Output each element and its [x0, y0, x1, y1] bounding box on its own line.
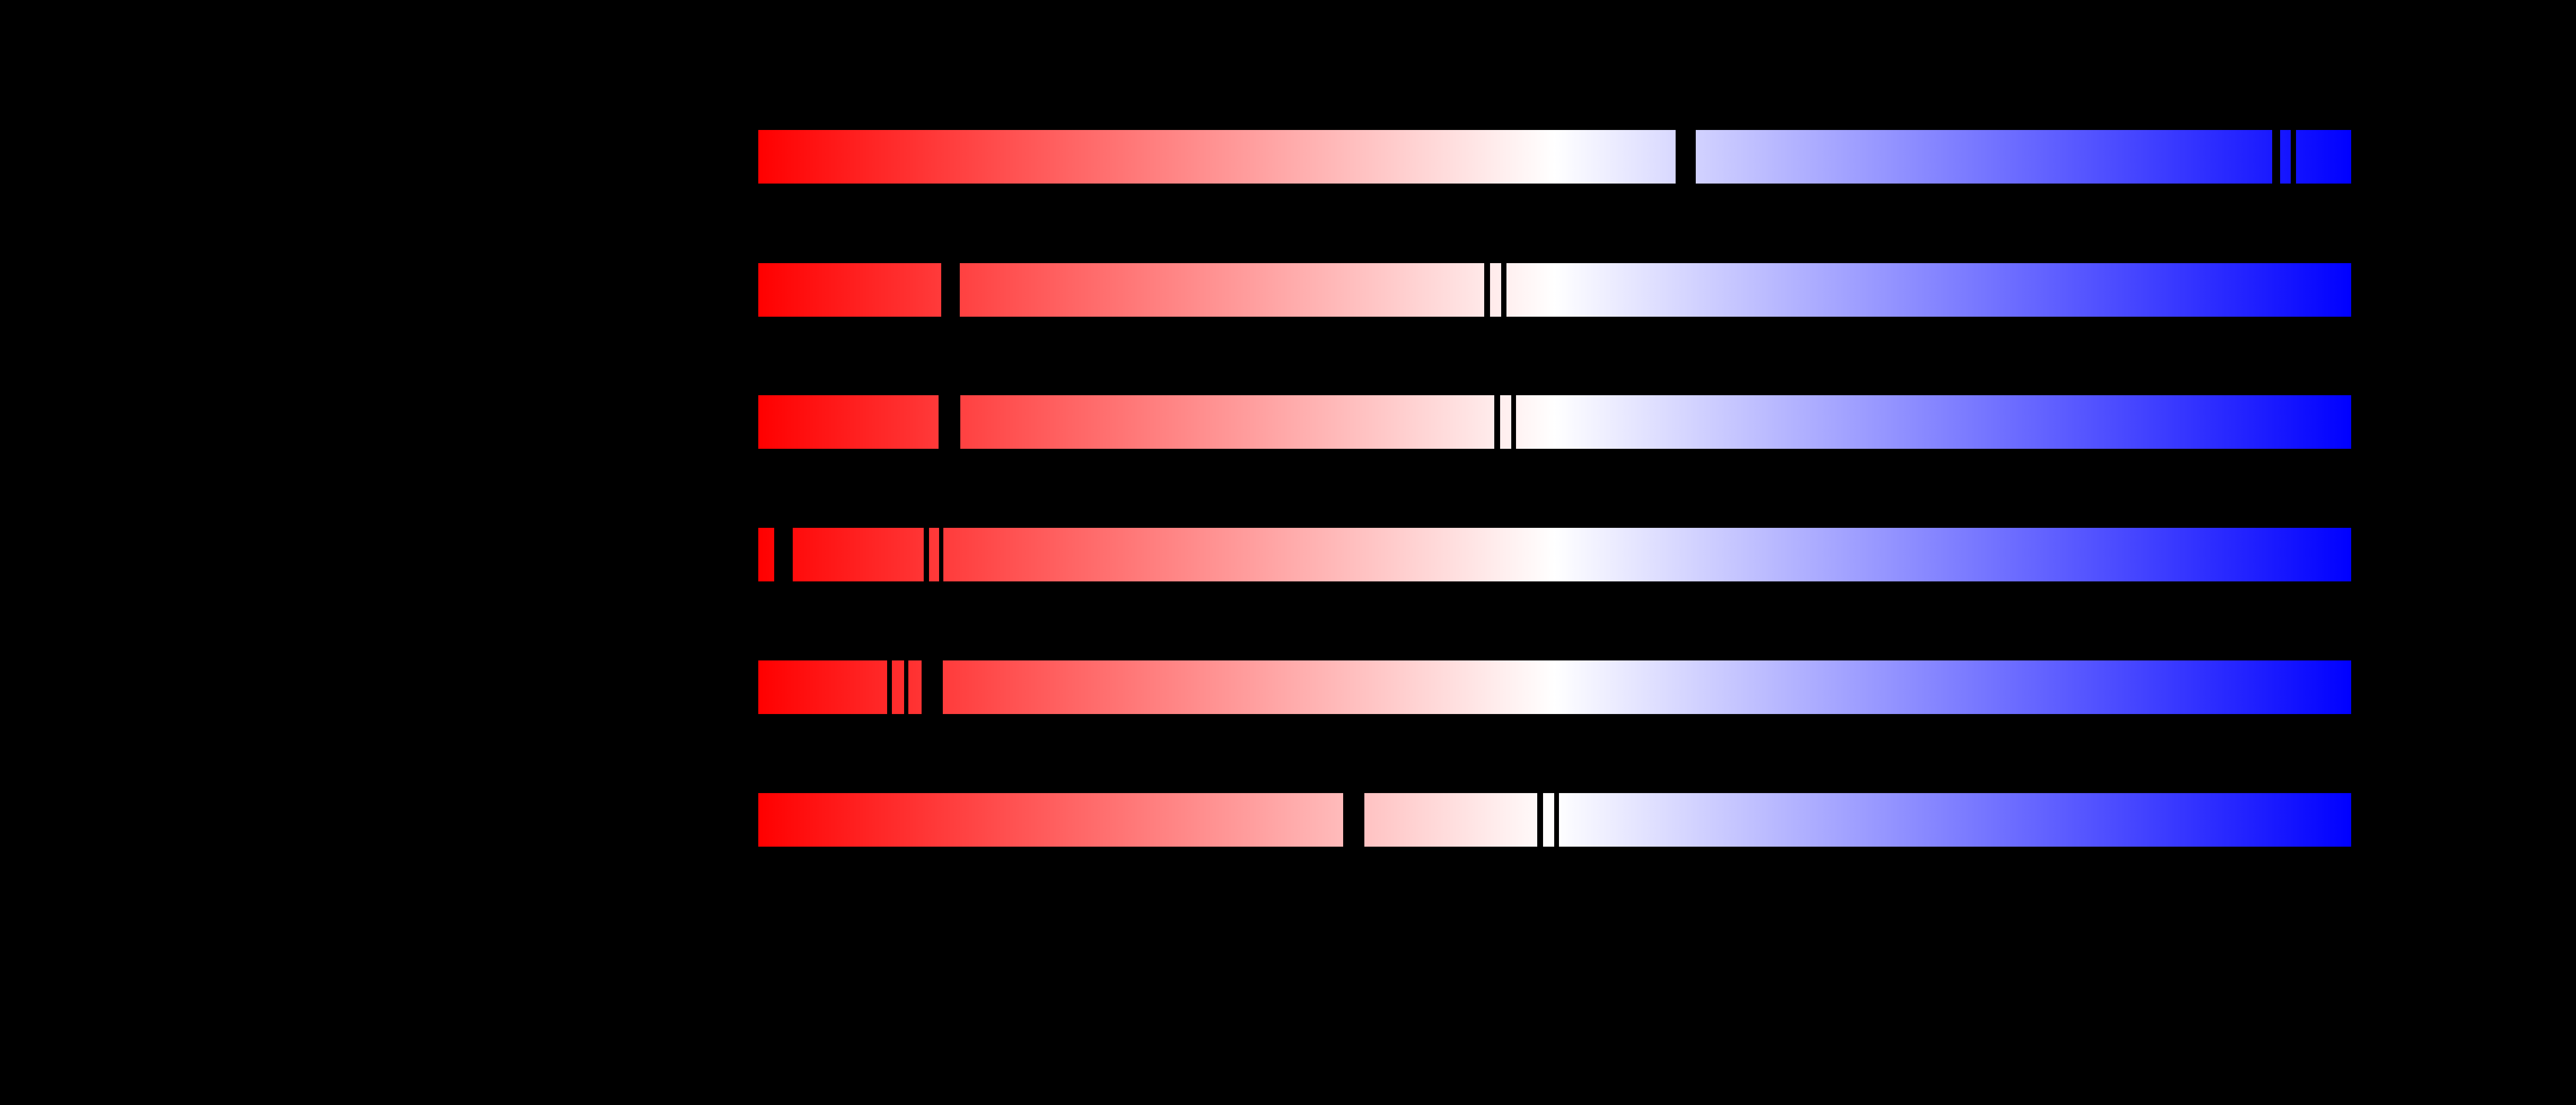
interval-tick-marker — [1484, 263, 1490, 317]
interval-tick-marker — [2272, 130, 2280, 184]
interval-tick-marker — [1554, 793, 1559, 847]
gradient-bar-row-2 — [758, 263, 2351, 317]
gradient-bar-row-5 — [758, 660, 2351, 714]
interval-tick-marker — [939, 528, 943, 581]
gradient-bar-row-6 — [758, 793, 2351, 847]
interval-tick-marker — [1494, 395, 1500, 449]
interval-band-marker — [1676, 130, 1696, 184]
interval-tick-marker — [924, 528, 929, 581]
gradient-bar-row-1 — [758, 130, 2351, 184]
gradient-bar-row-4 — [758, 528, 2351, 581]
interval-band-marker — [774, 528, 793, 581]
gradient-bar-row-3 — [758, 395, 2351, 449]
interval-band-marker — [922, 660, 943, 714]
interval-tick-marker — [1537, 793, 1543, 847]
interval-band-marker — [941, 263, 960, 317]
interval-tick-marker — [2291, 130, 2296, 184]
interval-tick-marker — [887, 660, 892, 714]
interval-band-marker — [939, 395, 960, 449]
interval-tick-marker — [904, 660, 908, 714]
interval-tick-marker — [1511, 395, 1516, 449]
interval-tick-marker — [1501, 263, 1506, 317]
interval-band-marker — [1343, 793, 1364, 847]
